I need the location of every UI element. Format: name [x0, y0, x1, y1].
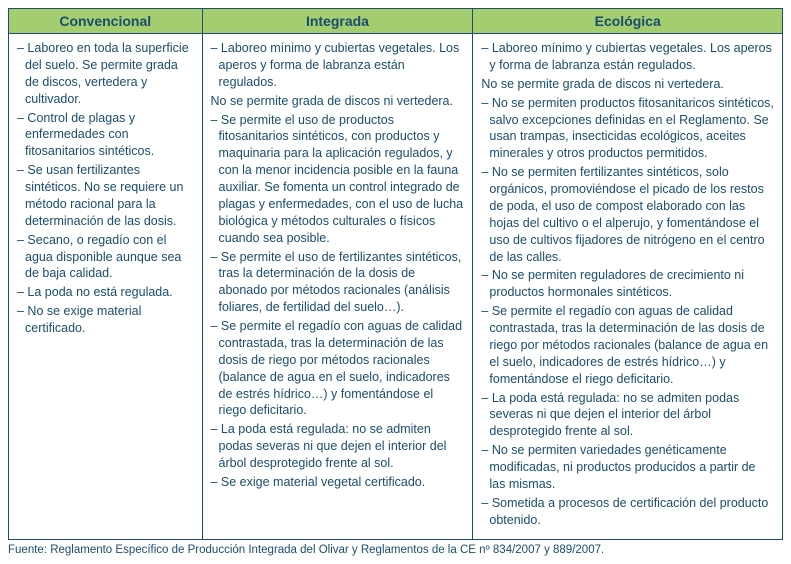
list-item: No se permite grada de discos ni vertede…	[481, 76, 774, 93]
list-item: – La poda está regulada: no se admiten p…	[481, 390, 774, 441]
list-item: – No se permiten reguladores de crecimie…	[481, 267, 774, 301]
list-item: – Se permite el regadío con aguas de cal…	[211, 318, 465, 419]
header-convencional: Convencional	[9, 9, 203, 34]
list-item: – Laboreo en toda la superficie del suel…	[17, 40, 194, 108]
list-item: No se permite grada de discos ni vertede…	[211, 93, 465, 110]
body-row: – Laboreo en toda la superficie del suel…	[9, 34, 783, 540]
comparison-table: Convencional Integrada Ecológica – Labor…	[8, 8, 783, 540]
list-item: – Control de plagas y enfermedades con f…	[17, 110, 194, 161]
list-item: – No se exige material certificado.	[17, 303, 194, 337]
header-row: Convencional Integrada Ecológica	[9, 9, 783, 34]
list-item: – Laboreo mínimo y cubiertas vegetales. …	[211, 40, 465, 91]
list-item: – Laboreo mínimo y cubiertas vegetales. …	[481, 40, 774, 74]
list-item: – Se usan fertilizantes sintéticos. No s…	[17, 162, 194, 230]
list-item: – No se permiten variedades genéticament…	[481, 442, 774, 493]
list-item: – No se permiten productos fitosanitaric…	[481, 95, 774, 163]
list-item: – Se permite el uso de fertilizantes sin…	[211, 249, 465, 317]
list-item: – No se permiten fertilizantes sintético…	[481, 164, 774, 265]
cell-integrada: – Laboreo mínimo y cubiertas vegetales. …	[202, 34, 473, 540]
cell-convencional: – Laboreo en toda la superficie del suel…	[9, 34, 203, 540]
list-item: – La poda no está regulada.	[17, 284, 194, 301]
list-item: – La poda está regulada: no se admiten p…	[211, 421, 465, 472]
list-item: – Se permite el uso de productos fitosan…	[211, 112, 465, 247]
header-integrada: Integrada	[202, 9, 473, 34]
list-item: – Secano, o regadío con el agua disponib…	[17, 232, 194, 283]
source-caption: Fuente: Reglamento Específico de Producc…	[8, 544, 783, 556]
header-ecologica: Ecológica	[473, 9, 783, 34]
list-item: – Se permite el regadío con aguas de cal…	[481, 303, 774, 387]
list-item: – Se exige material vegetal certificado.	[211, 474, 465, 491]
cell-ecologica: – Laboreo mínimo y cubiertas vegetales. …	[473, 34, 783, 540]
list-item: – Sometida a procesos de certificación d…	[481, 495, 774, 529]
